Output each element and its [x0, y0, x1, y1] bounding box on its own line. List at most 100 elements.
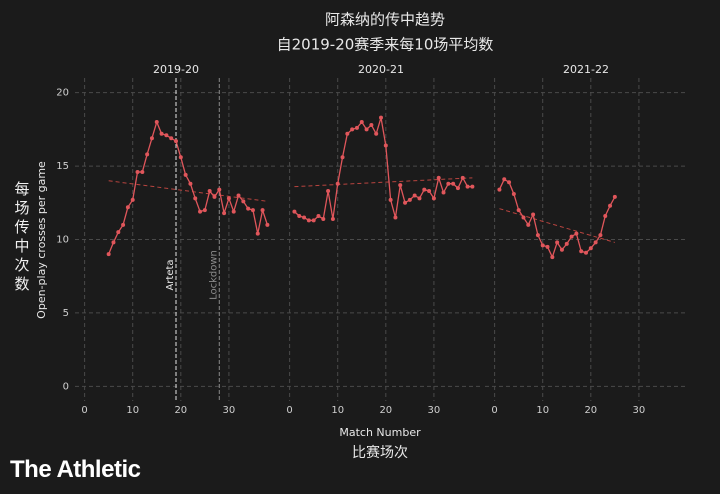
x-tick-label: 0 [491, 405, 497, 416]
data-point [207, 189, 212, 194]
chart-title: 阿森纳的传中趋势 [325, 11, 445, 29]
data-point [521, 215, 526, 220]
data-point [321, 216, 326, 221]
data-point [393, 215, 398, 220]
data-point [545, 244, 550, 249]
data-point [531, 212, 536, 217]
x-tick-label: 30 [633, 405, 646, 416]
data-point [511, 191, 516, 196]
data-point [559, 247, 564, 252]
data-point [154, 120, 159, 125]
data-point [507, 180, 512, 185]
data-point [460, 175, 465, 180]
data-point [335, 181, 340, 186]
data-point [422, 187, 427, 192]
data-point [550, 255, 555, 260]
data-point [379, 115, 383, 120]
data-point [326, 189, 331, 194]
data-point [612, 194, 617, 199]
data-point [125, 205, 130, 210]
data-point [130, 197, 135, 202]
x-tick-label: 30 [223, 405, 236, 416]
data-point [265, 222, 270, 227]
data-point [297, 214, 302, 219]
x-tick-label: 20 [379, 405, 392, 416]
data-point [354, 125, 359, 130]
data-point [149, 136, 154, 141]
data-point [246, 206, 251, 211]
brand-logo: The Athletic [10, 456, 141, 483]
data-point [198, 209, 203, 214]
data-point [526, 222, 531, 227]
data-point [231, 209, 236, 214]
data-point [540, 243, 545, 248]
data-point [569, 234, 574, 239]
data-point [564, 241, 569, 246]
x-axis-label: Match Number [339, 426, 421, 439]
y-tick-label: 10 [56, 235, 69, 246]
data-point [516, 208, 521, 213]
y-axis-label: Open-play crosses per game [35, 161, 48, 319]
data-point [140, 169, 145, 174]
data-point [455, 186, 460, 191]
data-point [260, 208, 265, 213]
panel-title: 2019-20 [153, 63, 199, 76]
data-point [388, 197, 393, 202]
x-tick-label: 0 [286, 405, 292, 416]
y-tick-label: 0 [63, 381, 69, 392]
data-point [345, 131, 350, 136]
data-point [106, 252, 111, 257]
data-point [121, 222, 126, 227]
data-point [174, 139, 178, 144]
data-point [470, 184, 475, 189]
data-point [369, 122, 374, 127]
data-point [145, 152, 150, 157]
data-point [374, 131, 379, 136]
event-label: Arteta [165, 259, 176, 290]
data-point [446, 181, 451, 186]
data-point [574, 231, 579, 236]
x-tick-label: 20 [174, 405, 187, 416]
data-point [441, 190, 446, 195]
x-tick-label: 10 [536, 405, 549, 416]
data-point [226, 196, 231, 201]
data-point [250, 208, 255, 213]
data-point [188, 181, 193, 186]
data-point [222, 211, 227, 216]
data-point [159, 131, 164, 136]
x-tick-label: 10 [331, 405, 344, 416]
data-point [436, 175, 441, 180]
data-point [431, 196, 436, 201]
data-point [398, 183, 403, 188]
chart-subtitle: 自2019-20赛季来每10场平均数 [277, 36, 494, 54]
data-point [588, 246, 593, 251]
data-point [217, 187, 222, 192]
data-point [302, 215, 307, 220]
data-point [169, 136, 174, 141]
x-tick-label: 20 [584, 405, 597, 416]
data-point [555, 240, 560, 245]
data-point [608, 203, 613, 208]
data-point [202, 208, 207, 213]
panel-title: 2020-21 [358, 63, 404, 76]
data-point [364, 127, 369, 132]
x-tick-label: 0 [81, 405, 87, 416]
data-point [111, 240, 116, 245]
data-point [579, 249, 584, 254]
data-point [212, 194, 217, 199]
x-tick-label: 30 [428, 405, 441, 416]
y-tick-label: 5 [63, 308, 69, 319]
data-point [407, 197, 412, 202]
data-point [330, 216, 335, 221]
data-point [417, 196, 422, 201]
data-point [603, 214, 608, 219]
data-point [584, 250, 588, 255]
data-point [465, 184, 470, 189]
data-line [498, 178, 616, 259]
data-point [193, 196, 198, 201]
data-point [451, 181, 456, 186]
data-point [497, 187, 502, 192]
data-point [135, 169, 140, 174]
